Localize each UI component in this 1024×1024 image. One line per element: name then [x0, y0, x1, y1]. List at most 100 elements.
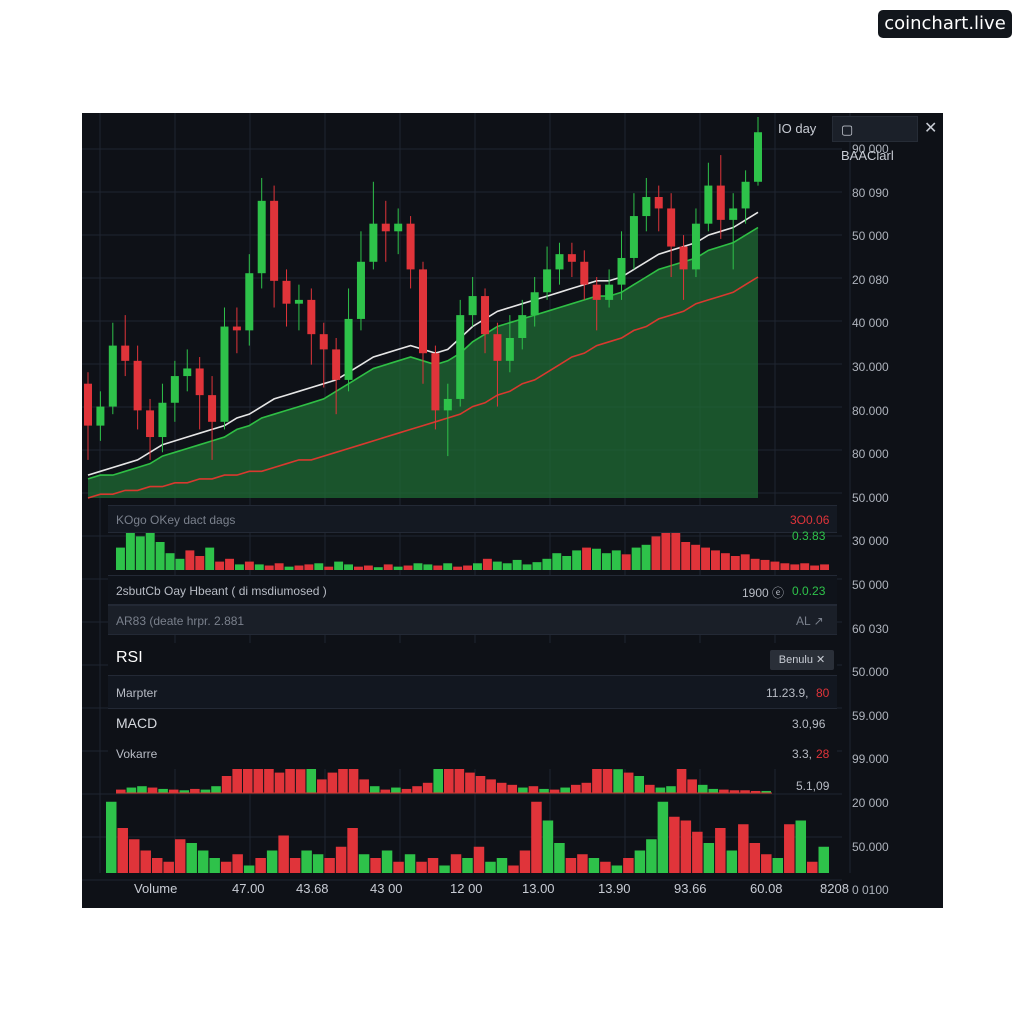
- y-tick-label: 0 0100: [852, 883, 889, 898]
- macd-bar: [613, 769, 623, 793]
- volume-bar: [820, 564, 829, 570]
- volume-bar: [582, 547, 591, 570]
- volume-bar: [810, 565, 820, 570]
- volume-bottom-bar: [439, 865, 450, 873]
- volume-bottom-bar: [611, 865, 623, 873]
- ma-slow-line: [87, 276, 759, 499]
- volume-bottom-bar: [715, 828, 726, 873]
- volume-bar: [383, 564, 393, 570]
- candle: [654, 185, 663, 232]
- candle: [580, 250, 589, 300]
- x-tick-label: 93.66: [674, 881, 707, 896]
- volume-bottom-bar: [243, 865, 255, 873]
- brand-badge[interactable]: coinchart.live: [878, 10, 1012, 38]
- volume-bottom-bar: [335, 846, 347, 873]
- macd-bar: [560, 787, 570, 793]
- volume-bottom-bar: [634, 850, 646, 873]
- macd-bar: [549, 789, 560, 793]
- candle: [158, 383, 167, 453]
- macd-bar: [232, 765, 242, 793]
- volume-bottom-bar: [358, 854, 370, 873]
- candle-body: [456, 315, 465, 399]
- volume-bar: [215, 561, 225, 570]
- volume-bottom-bar: [324, 858, 335, 873]
- volume-bar: [463, 565, 472, 570]
- macd-bar: [317, 779, 327, 793]
- volume-bar: [651, 536, 661, 570]
- volume-bar: [592, 548, 601, 570]
- volume-bar: [354, 566, 363, 570]
- chart-type-label: BAAClarl: [841, 148, 894, 163]
- y-tick-label: 59.000: [852, 708, 889, 723]
- volume-bar: [601, 553, 611, 570]
- volume-bottom-bar: [657, 801, 669, 873]
- candle: [691, 208, 700, 278]
- x-tick-label: 60.08: [750, 881, 783, 896]
- candle-body: [667, 208, 676, 247]
- volume-bar: [413, 563, 423, 570]
- volume2-label: Vokarre: [116, 747, 158, 761]
- volume-bottom-bar: [749, 843, 761, 873]
- candle: [567, 242, 576, 278]
- macd-bar: [168, 789, 179, 793]
- macd-bar: [740, 790, 750, 793]
- volume-bottom-bar: [266, 850, 278, 873]
- volume-bar: [800, 563, 810, 570]
- volume-header-label: KOgo OKey dact dags: [116, 513, 236, 527]
- volume2-panel: Vokarre 3.3, 28: [108, 739, 837, 769]
- trading-chart-panel: IO day ▢ BAAClarl ✕ KOgo OKey dact dags …: [82, 113, 943, 908]
- candle-body: [170, 376, 179, 403]
- candle: [406, 216, 415, 289]
- volume-bar: [611, 550, 621, 570]
- candle-body: [282, 280, 291, 304]
- macd-bar: [634, 776, 645, 793]
- volume-bar: [790, 564, 800, 570]
- macd-bar: [359, 779, 369, 793]
- alert-row-label: AR83 (deate hrpr. 2.881: [116, 614, 245, 628]
- volume-bottom-bar: [427, 858, 439, 873]
- volume-bottom-bar: [128, 839, 140, 873]
- y-tick-label: 90 000: [852, 142, 889, 156]
- y-tick-label: 50.000: [852, 665, 889, 680]
- candle: [754, 117, 762, 186]
- candle: [456, 299, 465, 407]
- volume2-value: 3.3,: [792, 747, 813, 761]
- volume-bottom-bar: [623, 858, 634, 873]
- candle: [170, 360, 179, 422]
- macd-bar: [729, 790, 740, 793]
- volume-bottom-bar: [726, 850, 738, 873]
- candle: [108, 322, 117, 415]
- volume-bottom-bar: [519, 850, 531, 873]
- candle: [617, 231, 626, 300]
- macd-bar: [687, 779, 697, 793]
- volume-bottom-bar: [473, 846, 485, 873]
- candle-body: [158, 402, 167, 438]
- volume-bar: [344, 564, 353, 570]
- market-label: Marpter: [116, 686, 158, 700]
- candle-body: [96, 406, 105, 426]
- chart-type-tab[interactable]: ▢ BAAClarl: [832, 116, 918, 163]
- volume-bar: [671, 530, 681, 570]
- candle-body: [294, 299, 303, 304]
- candle-body: [605, 284, 614, 300]
- range-selector[interactable]: IO day: [778, 121, 817, 136]
- close-icon[interactable]: ✕: [924, 120, 938, 137]
- candle: [629, 193, 638, 270]
- alert-row-action[interactable]: AL ↗: [796, 614, 824, 628]
- volume-bottom-bar: [703, 843, 715, 873]
- candle-body: [716, 185, 725, 220]
- rsi-settings-button[interactable]: Benulu ✕: [770, 650, 834, 670]
- volume-bar: [185, 550, 195, 570]
- volume-bottom-bar: [784, 824, 795, 873]
- candle-body: [195, 368, 204, 396]
- volume-bar: [552, 553, 562, 570]
- macd-bar: [570, 784, 581, 793]
- macd-bar: [274, 772, 285, 793]
- status-row: 2sbutCb Oay Hbeant ( di msdiumosed ) 190…: [108, 575, 837, 605]
- candle-body: [642, 197, 651, 217]
- volume-bar: [145, 528, 155, 570]
- macd-bar: [454, 765, 465, 793]
- alert-row[interactable]: AR83 (deate hrpr. 2.881 AL ↗: [108, 605, 837, 635]
- market-value: 11.23.9,: [766, 686, 809, 700]
- candle-body: [654, 197, 663, 209]
